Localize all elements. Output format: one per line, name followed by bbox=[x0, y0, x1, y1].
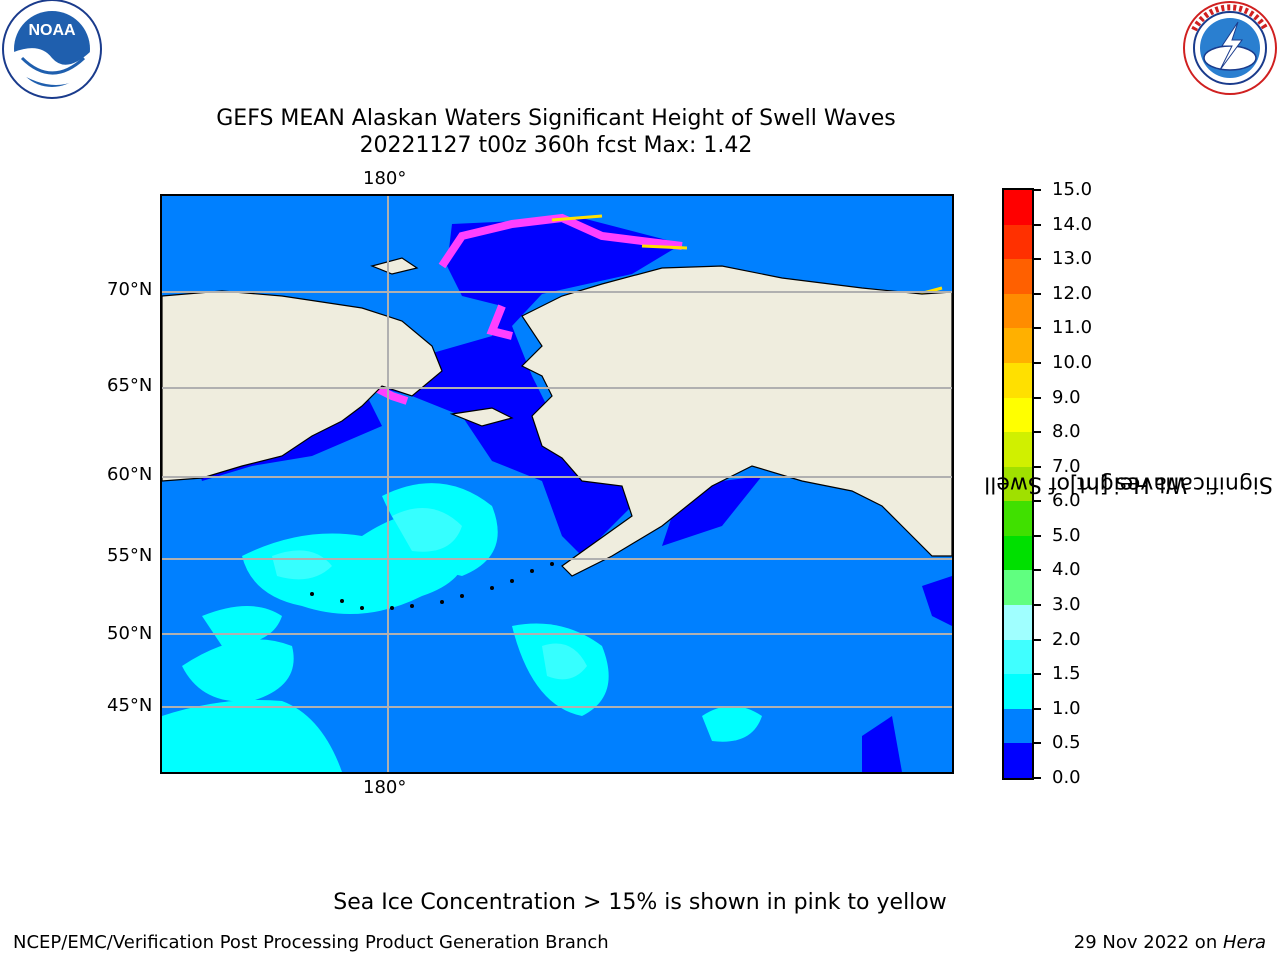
colorbar-tick-mark bbox=[1034, 396, 1041, 399]
colorbar-tick-label: 4.0 bbox=[1052, 559, 1081, 581]
colorbar-tick-label: 0.0 bbox=[1052, 767, 1081, 788]
colorbar-tick-mark bbox=[1034, 777, 1041, 779]
colorbar-segment bbox=[1004, 535, 1032, 571]
lat-label-60: 60°N bbox=[107, 464, 153, 485]
colorbar-segment bbox=[1004, 708, 1032, 744]
footer-left: NCEP/EMC/Verification Post Processing Pr… bbox=[13, 932, 609, 953]
colorbar-segment bbox=[1004, 570, 1032, 606]
lon-bottom-label: 180° bbox=[363, 777, 407, 798]
colorbar-tick-label: 0.5 bbox=[1052, 732, 1081, 754]
chart-subtitle: 20221127 t00z 360h fcst Max: 1.42 bbox=[359, 133, 753, 158]
colorbar-tick-label: 5.0 bbox=[1052, 524, 1081, 546]
colorbar-tick-label: 13.0 bbox=[1052, 248, 1093, 270]
colorbar bbox=[1002, 188, 1034, 780]
swell-height-map bbox=[162, 196, 952, 772]
colorbar-segment bbox=[1004, 397, 1032, 433]
colorbar-segment bbox=[1004, 605, 1032, 640]
footer-host: Hera bbox=[1222, 932, 1266, 953]
colorbar-tick-label: 12.0 bbox=[1052, 282, 1093, 304]
swell-1.5-2-areas bbox=[272, 508, 587, 680]
colorbar-tick-label: 1.0 bbox=[1052, 697, 1081, 719]
footer-right: 29 Nov 2022 on Hera bbox=[1074, 932, 1266, 953]
colorbar-label-line2: Waves [m] bbox=[1069, 471, 1187, 497]
colorbar-tick-label: 2.0 bbox=[1052, 628, 1081, 650]
colorbar-tick-mark bbox=[1034, 223, 1041, 226]
colorbar-tick-mark bbox=[1034, 361, 1041, 364]
colorbar-segment bbox=[1004, 674, 1032, 709]
colorbar-segment bbox=[1004, 362, 1032, 398]
colorbar-segment bbox=[1004, 639, 1032, 675]
colorbar-segment bbox=[1004, 224, 1032, 260]
colorbar-tick-label: 9.0 bbox=[1052, 386, 1081, 408]
colorbar-segment bbox=[1004, 466, 1032, 502]
colorbar-tick-label: 6.0 bbox=[1052, 490, 1081, 512]
colorbar-tick-mark bbox=[1034, 673, 1041, 676]
lat-label-70: 70°N bbox=[107, 279, 153, 300]
colorbar-tick-label: 14.0 bbox=[1052, 213, 1093, 235]
colorbar-tick-label: 1.5 bbox=[1052, 663, 1081, 685]
colorbar-tick-mark bbox=[1034, 707, 1041, 710]
noaa-logo-text: NOAA bbox=[28, 22, 76, 39]
colorbar-tick-mark bbox=[1034, 500, 1041, 503]
colorbar-tick-mark bbox=[1034, 465, 1041, 468]
colorbar-tick-mark bbox=[1034, 327, 1041, 330]
colorbar-tick-label: 10.0 bbox=[1052, 351, 1093, 373]
lat-label-50: 50°N bbox=[107, 623, 153, 644]
lat-label-45: 45°N bbox=[107, 695, 153, 716]
noaa-logo: NOAA bbox=[0, 0, 104, 100]
colorbar-segment bbox=[1004, 328, 1032, 363]
colorbar-tick-label: 15.0 bbox=[1052, 179, 1093, 200]
colorbar-tick-mark bbox=[1034, 638, 1041, 641]
colorbar-segment bbox=[1004, 432, 1032, 467]
colorbar-tick-label: 3.0 bbox=[1052, 594, 1081, 616]
colorbar-tick-label: 11.0 bbox=[1052, 317, 1093, 339]
colorbar-tick-mark bbox=[1034, 258, 1041, 261]
land-masses bbox=[162, 257, 952, 577]
map-panel bbox=[160, 194, 954, 774]
colorbar-tick-label: 7.0 bbox=[1052, 455, 1081, 477]
colorbar-tick-label: 8.0 bbox=[1052, 421, 1081, 443]
footer-date: 29 Nov 2022 on bbox=[1073, 932, 1223, 953]
colorbar-tick-mark bbox=[1034, 534, 1041, 537]
aleutian-islands bbox=[310, 562, 554, 610]
colorbar-tick-mark bbox=[1034, 569, 1041, 572]
colorbar-tick-mark bbox=[1034, 431, 1041, 434]
chart-title: GEFS MEAN Alaskan Waters Significant Hei… bbox=[216, 106, 896, 131]
graticule bbox=[162, 196, 952, 772]
colorbar-tick-mark bbox=[1034, 292, 1041, 295]
colorbar-segment bbox=[1004, 501, 1032, 536]
colorbar-tick-mark bbox=[1034, 742, 1041, 745]
colorbar-label: Significant Height of Swell Waves [m] bbox=[984, 188, 1273, 780]
colorbar-segment bbox=[1004, 293, 1032, 329]
colorbar-segment bbox=[1004, 259, 1032, 294]
lat-label-65: 65°N bbox=[107, 375, 153, 396]
colorbar-tick-mark bbox=[1034, 604, 1041, 607]
sea-ice-note: Sea Ice Concentration > 15% is shown in … bbox=[333, 890, 947, 915]
lon-top-label: 180° bbox=[363, 168, 407, 189]
colorbar-segment bbox=[1004, 743, 1032, 778]
colorbar-segment bbox=[1004, 190, 1032, 225]
lat-label-55: 55°N bbox=[107, 545, 153, 566]
colorbar-tick-mark bbox=[1034, 189, 1041, 191]
nws-logo bbox=[1178, 0, 1280, 100]
